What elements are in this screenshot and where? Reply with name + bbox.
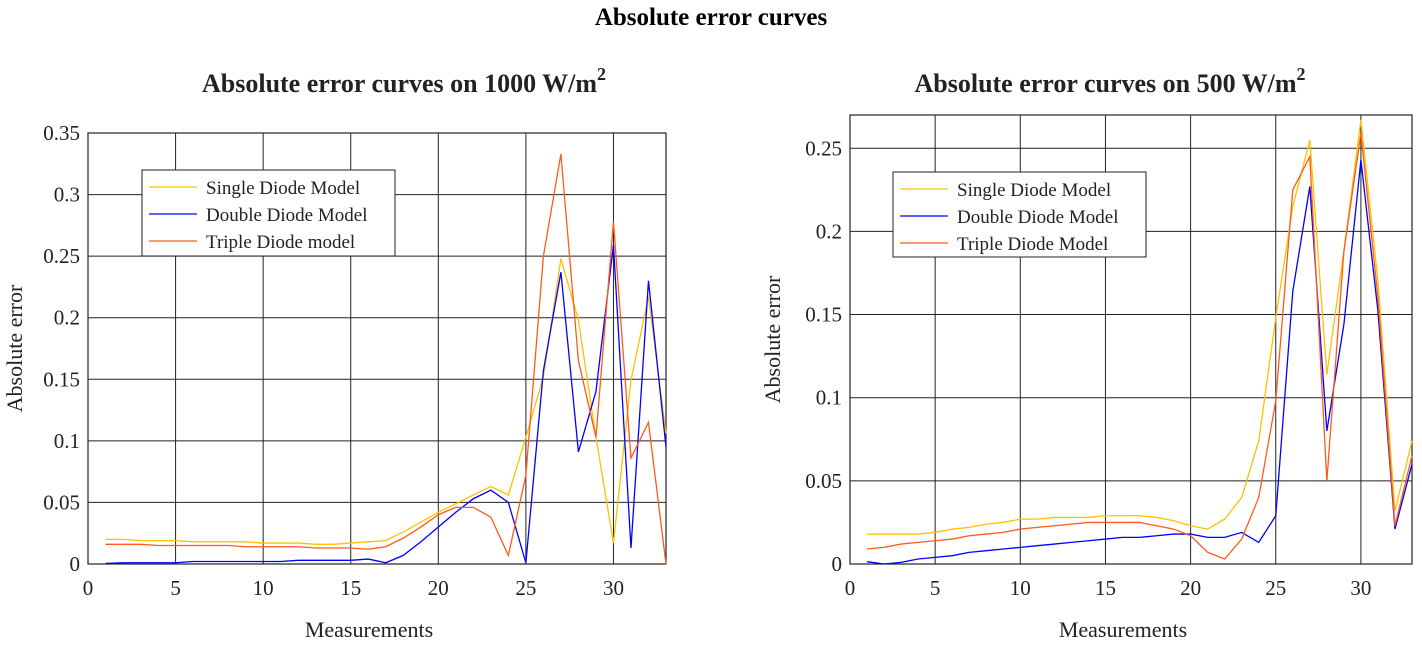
- x-tick-label: 30: [1350, 576, 1371, 600]
- x-tick-label: 20: [428, 576, 449, 600]
- chart-title-text: Absolute error curves on 500 W/m: [914, 69, 1296, 98]
- chart-title-text: Absolute error curves on 1000 W/m: [202, 69, 597, 98]
- legend-label: Triple Diode model: [206, 232, 355, 253]
- plot-frame: [87, 132, 667, 565]
- y-tick-label: 0.25: [805, 136, 842, 160]
- legend-label: Single Diode Model: [206, 178, 360, 199]
- series-line-double: [105, 244, 667, 565]
- x-tick-label: 20: [1180, 576, 1201, 600]
- x-axis-label: Measurements: [305, 617, 433, 642]
- x-tick-label: 5: [930, 576, 941, 600]
- legend: Single Diode Model Double Diode Model Trip…: [141, 169, 396, 257]
- y-tick-label: 0.05: [805, 469, 842, 493]
- y-tick-label: 0.15: [43, 367, 80, 391]
- legend-label: Double Diode Model: [206, 205, 367, 226]
- x-tick-label: 30: [603, 576, 624, 600]
- x-tick-label: 15: [1095, 576, 1116, 600]
- chart-title-superscript: 2: [597, 64, 606, 84]
- chart-title-superscript: 2: [1297, 64, 1306, 84]
- legend-box: [141, 169, 396, 257]
- series-line-single: [105, 258, 667, 545]
- x-tick-label: 0: [83, 576, 94, 600]
- x-tick-label: 15: [340, 576, 361, 600]
- y-tick-label: 0.1: [54, 429, 80, 453]
- plot-frame: [849, 114, 1413, 565]
- y-tick-label: 0.15: [805, 303, 842, 327]
- series-line-single: [867, 119, 1413, 535]
- legend: Single Diode Model Double Diode Model Trip…: [892, 171, 1147, 258]
- x-tick-label: 10: [253, 576, 274, 600]
- x-tick-label: 10: [1010, 576, 1031, 600]
- x-tick-label: 25: [515, 576, 536, 600]
- series-line-triple: [105, 153, 667, 565]
- chart-2: Absolute error curves on 500 W/m20 5 10 15 2…: [760, 64, 1413, 642]
- y-tick-label: 0.2: [54, 306, 80, 330]
- chart-1: Absolute error curves on 1000 W/m20 5 10 15…: [2, 64, 667, 642]
- y-tick-label: 0.3: [54, 183, 80, 207]
- chart-title: Absolute error curves on 1000 W/m2: [202, 64, 606, 98]
- y-tick-label: 0.25: [43, 244, 80, 268]
- legend-label: Double Diode Model: [957, 207, 1118, 228]
- x-tick-label: 25: [1265, 576, 1286, 600]
- main-title: Absolute error curves: [594, 4, 828, 31]
- y-tick-label: 0: [832, 552, 843, 576]
- chart-title: Absolute error curves on 500 W/m2: [914, 64, 1305, 98]
- series-line-double: [866, 159, 1413, 565]
- y-axis-label: Absolute error: [760, 275, 785, 403]
- y-tick-label: 0.1: [816, 386, 842, 410]
- legend-label: Triple Diode Model: [957, 234, 1108, 255]
- x-axis-label: Measurements: [1059, 617, 1187, 642]
- y-axis-label: Absolute error: [2, 284, 27, 412]
- series-line-triple: [866, 133, 1413, 560]
- x-tick-label: 5: [170, 576, 181, 600]
- y-tick-label: 0.2: [816, 219, 842, 243]
- y-tick-label: 0: [70, 552, 81, 576]
- y-tick-label: 0.05: [43, 490, 80, 514]
- x-tick-label: 0: [845, 576, 856, 600]
- legend-label: Single Diode Model: [957, 180, 1111, 201]
- y-tick-label: 0.35: [43, 121, 80, 145]
